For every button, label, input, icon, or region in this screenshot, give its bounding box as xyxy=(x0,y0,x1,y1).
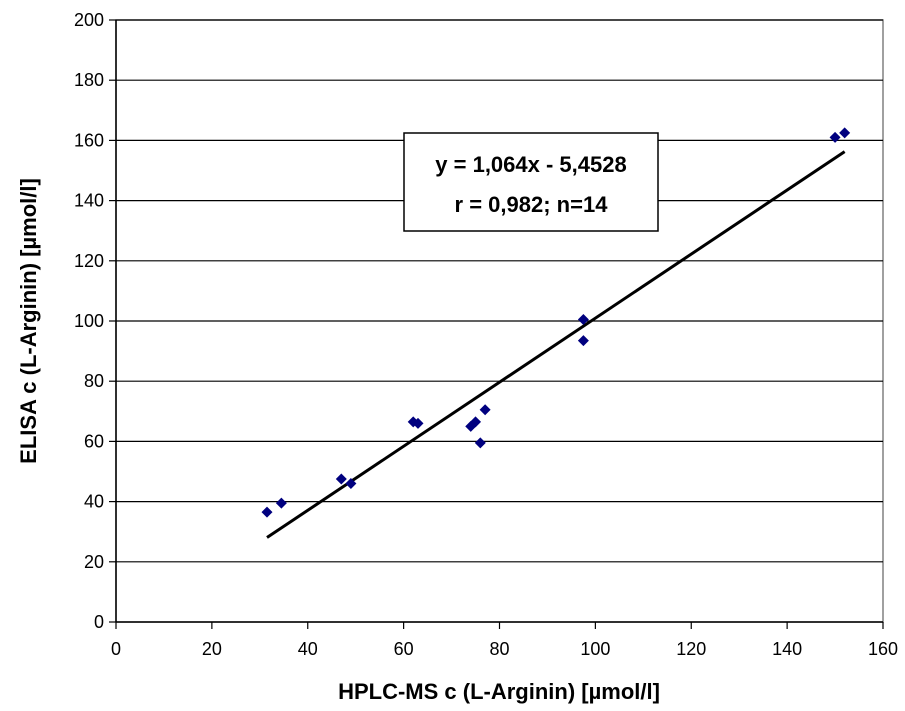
y-tick-label: 180 xyxy=(74,70,104,90)
data-point xyxy=(474,437,486,449)
y-tick-label: 140 xyxy=(74,191,104,211)
data-point xyxy=(470,416,482,428)
y-tick-label: 120 xyxy=(74,251,104,271)
x-tick-label: 140 xyxy=(772,639,802,659)
data-point xyxy=(261,506,273,518)
data-point xyxy=(275,497,287,509)
equation-line-2: r = 0,982; n=14 xyxy=(455,192,609,217)
data-point xyxy=(577,313,589,325)
grid-lines xyxy=(116,19,883,563)
x-tick-label: 80 xyxy=(489,639,509,659)
y-tick-label: 0 xyxy=(94,612,104,632)
x-tick-label: 40 xyxy=(298,639,318,659)
x-tick-label: 60 xyxy=(394,639,414,659)
x-tick-label: 0 xyxy=(111,639,121,659)
y-tick-label: 100 xyxy=(74,311,104,331)
equation-box: y = 1,064x - 5,4528 r = 0,982; n=14 xyxy=(403,132,659,232)
x-tick-label: 120 xyxy=(676,639,706,659)
data-point xyxy=(479,404,491,416)
y-tick-label: 200 xyxy=(74,10,104,30)
data-points xyxy=(261,127,851,518)
x-tick-label: 100 xyxy=(580,639,610,659)
y-tick-label: 40 xyxy=(84,492,104,512)
data-point xyxy=(839,127,851,139)
x-tick-label: 160 xyxy=(868,639,898,659)
data-point xyxy=(345,478,357,490)
y-tick-label: 80 xyxy=(84,371,104,391)
data-point xyxy=(412,417,424,429)
x-tick-labels: 0 20 40 60 80 100 120 140 160 xyxy=(111,639,898,659)
x-axis-title: HPLC-MS c (L-Arginin) [µmol/l] xyxy=(338,679,660,704)
data-point xyxy=(577,335,589,347)
y-tick-label: 20 xyxy=(84,552,104,572)
equation-line-1: y = 1,064x - 5,4528 xyxy=(435,152,626,177)
x-tick-label: 20 xyxy=(202,639,222,659)
data-point xyxy=(335,473,347,485)
trendline xyxy=(266,150,846,539)
y-axis-title: ELISA c (L-Arginin) [µmol/l] xyxy=(16,178,41,464)
y-tick-labels: 0 20 40 60 80 100 120 140 160 180 200 xyxy=(74,10,104,632)
y-tick-label: 60 xyxy=(84,431,104,451)
data-point xyxy=(829,131,841,143)
axes xyxy=(109,19,884,629)
y-tick-label: 160 xyxy=(74,130,104,150)
